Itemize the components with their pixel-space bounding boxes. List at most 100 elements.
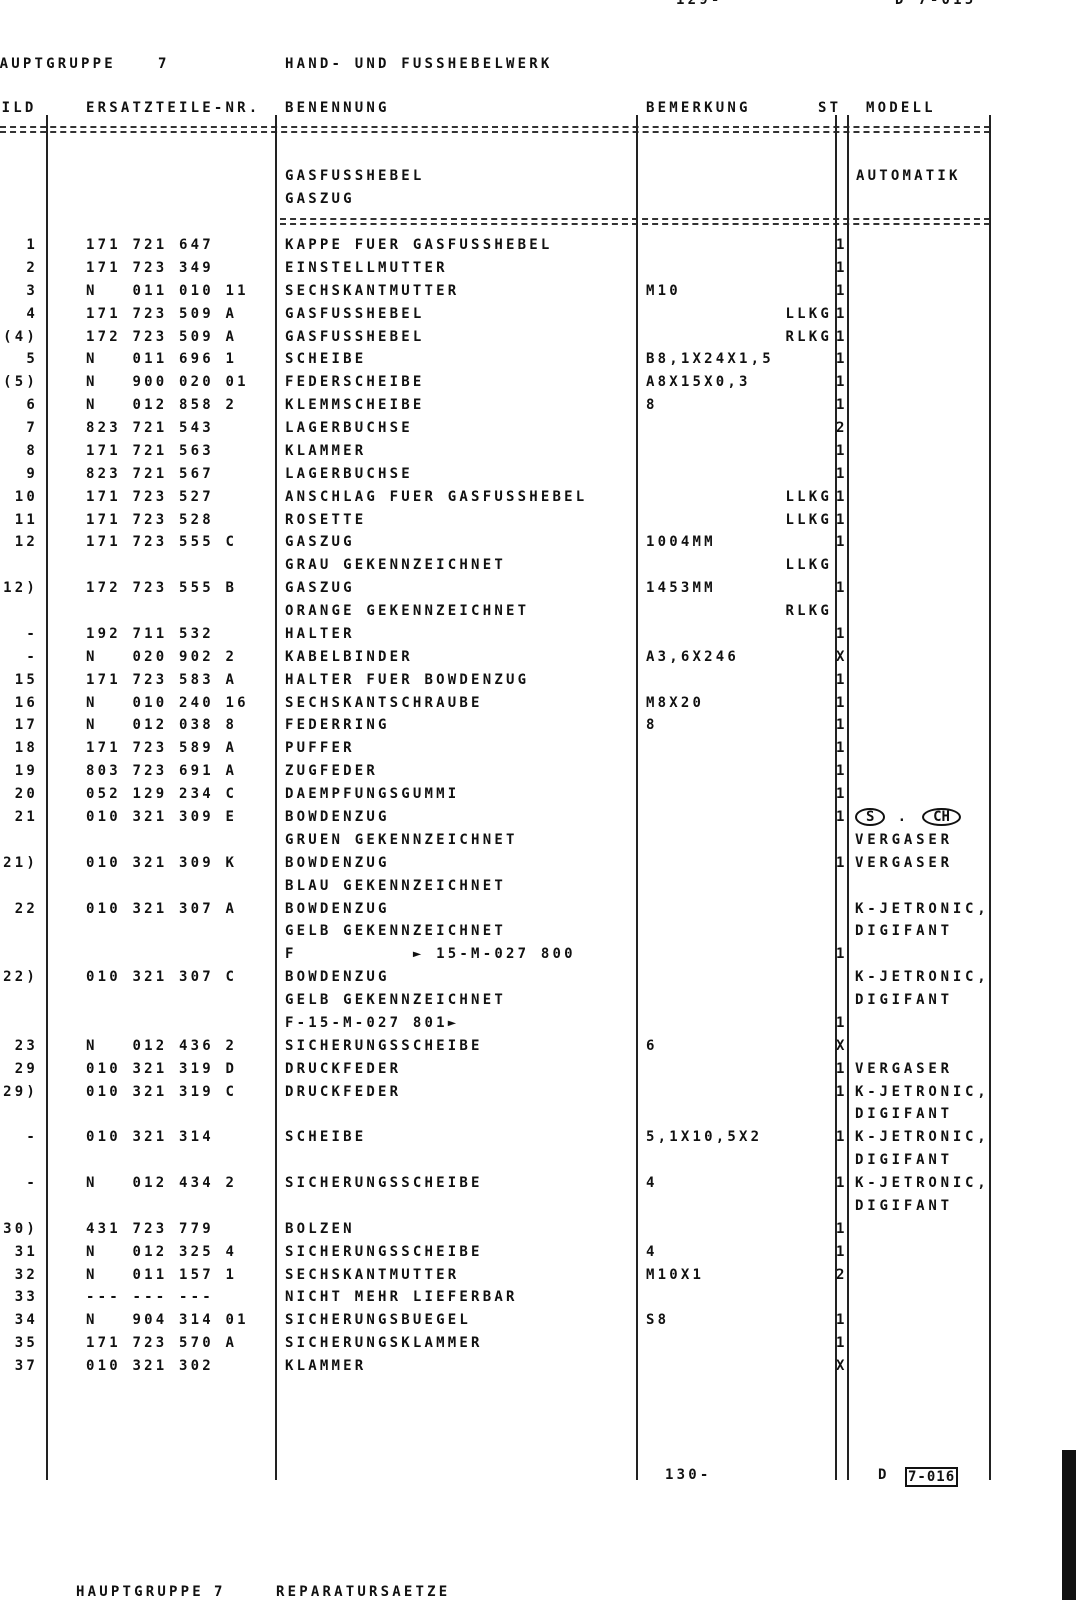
table-row: F ► 15-M-027 800 1 [0,943,1084,966]
table-row: 15 171 723 583 A HALTER FUER BOWDENZUG 1 [0,669,1084,692]
part-number: N 011 010 11 [86,282,249,299]
remark: A3,6X246 [646,648,740,665]
table-row: (12) 172 723 555 B GASZUG 1453MM 1 [0,577,1084,600]
part-name: SCHEIBE [285,1129,367,1146]
model: DIGIFANT [855,923,953,940]
part-name: GRAU GEKENNZEICHNET [285,557,506,574]
quantity: 1 [836,854,848,871]
remark: 6 [646,1037,658,1054]
quantity: 1 [836,1220,848,1237]
column-divider [275,115,277,1480]
table-row: (4) 172 723 509 A GASFUSSHEBEL RLKG 1 [0,326,1084,349]
part-name: BOWDENZUG [285,809,390,825]
part-name: GRUEN GEKENNZEICHNET [285,831,518,848]
quantity: 1 [836,374,848,391]
part-number: 431 723 779 [86,1220,214,1237]
quantity: 2 [836,420,848,437]
table-row: - N 020 902 2 KABELBINDER A3,6X246 X [0,646,1084,669]
part-name: HALTER FUER BOWDENZUG [285,671,530,688]
quantity: 1 [836,442,848,459]
part-name: ZUGFEDER [285,763,379,780]
quantity: X [836,648,848,665]
table-row: (5) N 900 020 01 FEDERSCHEIBE A8X15X0,3 1 [0,371,1084,394]
part-number: N 904 314 01 [86,1312,249,1329]
part-name: DAEMPFUNGSGUMMI [285,786,460,803]
part-number: 172 723 509 A [86,328,238,345]
part-name: BLAU GEKENNZEICHNET [285,877,506,894]
part-number: 823 721 543 [86,420,214,437]
part-number: N 012 038 8 [86,717,238,734]
part-number: 010 321 319 C [86,1083,238,1100]
part-name: DRUCKFEDER [285,1083,402,1100]
part-name: ROSETTE [285,511,367,528]
model: K-JETRONIC, [855,1175,990,1192]
table-row: 8 171 721 563 KLAMMER 1 [0,440,1084,463]
bild-number: 23 [14,1037,38,1054]
quantity: 1 [836,488,848,505]
table-row: 16 N 010 240 16 SECHSKANTSCHRAUBE M8X20 1 [0,692,1084,715]
bild-number: 20 [14,786,38,803]
quantity: 1 [836,740,848,757]
bild-number: 17 [14,717,38,734]
bild-number: 1 [26,237,38,253]
table-row: 4 171 723 509 A GASFUSSHEBEL LLKG 1 [0,303,1084,326]
page-title: HAND- UND FUSSHEBELWERK [285,56,553,72]
quantity: 1 [836,1060,848,1077]
bild-number: 33 [14,1289,38,1306]
quantity: 1 [836,809,848,825]
table-row: 10 171 723 527 ANSCHLAG FUER GASFUSSHEBEL L… [0,486,1084,509]
model: DIGIFANT [855,1197,953,1214]
part-number: --- --- --- [86,1289,214,1306]
part-name: GASZUG [285,580,355,597]
remark-side: LLKG [785,305,832,322]
part-name: ANSCHLAG FUER GASFUSSHEBEL [285,488,588,505]
table-row: 35 171 723 570 A SICHERUNGSKLAMMER 1 [0,1332,1084,1355]
part-name: SECHSKANTMUTTER [285,1266,460,1283]
remark: 1004MM [646,534,716,551]
part-name: KABELBINDER [285,648,413,665]
part-number: 010 321 309 E [86,809,238,825]
part-name: GASZUG [285,534,355,551]
quantity: 1 [836,786,848,803]
remark-side: RLKG [785,328,832,345]
quantity: 1 [836,1014,848,1031]
table-row: 1 171 721 647 KAPPE FUER GASFUSSHEBEL 1 [0,234,1084,257]
table-row: 37 010 321 302 KLAMMER X [0,1355,1084,1378]
part-name: SICHERUNGSBUEGEL [285,1312,472,1329]
part-number: 171 723 349 [86,259,214,276]
bild-number: (4) [3,328,38,345]
part-number: 171 721 647 [86,237,214,253]
group-label: HAUPTGRUPPE [0,56,116,72]
next-group-label: HAUPTGRUPPE [76,1584,204,1600]
scan-edge [1062,1450,1076,1600]
table-row: 22 010 321 307 A BOWDENZUG K-JETRONIC, [0,898,1084,921]
part-name: EINSTELLMUTTER [285,259,448,276]
bild-number: (21) [0,854,38,871]
part-name: SECHSKANTMUTTER [285,282,460,299]
table-row: 19 803 723 691 A ZUGFEDER 1 [0,760,1084,783]
part-name: FEDERSCHEIBE [285,374,425,391]
part-name: PUFFER [285,740,355,757]
next-group-number: 7 [214,1584,226,1600]
part-number: N 012 434 2 [86,1175,238,1192]
bild-number: 37 [14,1358,38,1375]
column-header-st: ST [818,100,842,116]
table-row: 29 010 321 319 D DRUCKFEDER 1 VERGASER [0,1058,1084,1081]
part-name: NICHT MEHR LIEFERBAR [285,1289,518,1306]
part-number: 010 321 314 [86,1129,214,1146]
country-badge: CH [922,808,961,826]
table-row: 33 --- --- --- NICHT MEHR LIEFERBAR [0,1286,1084,1309]
part-name: LAGERBUCHSE [285,465,413,482]
bild-number: - [26,1129,38,1146]
part-name: SCHEIBE [285,351,367,368]
previous-page-number: 129- [676,0,723,8]
table-row: F-15-M-027 801► 1 [0,1012,1084,1035]
column-divider [636,115,638,1480]
table-row: BLAU GEKENNZEICHNET [0,875,1084,898]
bild-number: 5 [26,351,38,368]
column-header-nr: ERSATZTEILE-NR. [86,100,261,116]
quantity: 1 [836,694,848,711]
quantity: 1 [836,1335,848,1352]
model: K-JETRONIC, [855,900,990,917]
table-row: DIGIFANT [0,1103,1084,1126]
